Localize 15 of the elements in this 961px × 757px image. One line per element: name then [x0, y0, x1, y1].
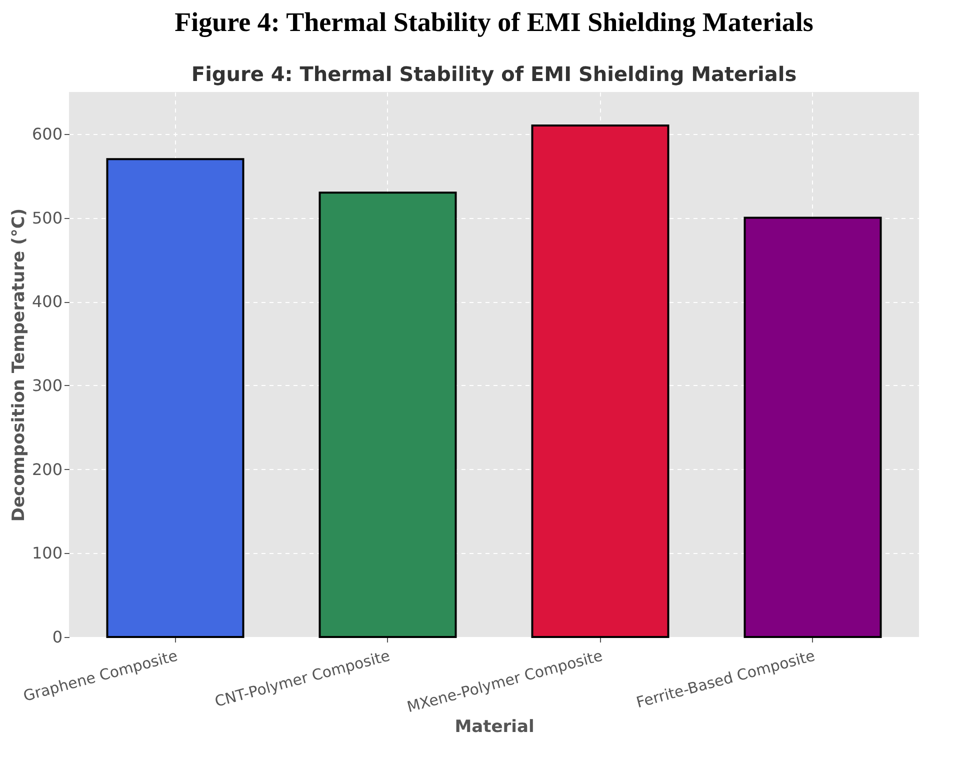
- x-axis-title: Material: [454, 717, 534, 738]
- bar: [106, 158, 244, 638]
- y-tick-label: 600: [32, 124, 62, 144]
- y-axis-title: Decomposition Temperature (°C): [8, 208, 29, 522]
- y-tick-label: 400: [32, 292, 62, 312]
- y-tick-label: 200: [32, 460, 62, 479]
- y-tick-label: 500: [32, 208, 62, 228]
- bar: [744, 216, 882, 638]
- bar: [531, 124, 670, 638]
- y-tick-label: 0: [52, 628, 62, 646]
- chart-subtitle: Figure 4: Thermal Stability of EMI Shielding Materials: [191, 62, 797, 86]
- y-tick-label: 300: [32, 376, 62, 395]
- bar: [318, 192, 457, 638]
- y-tick-label: 100: [32, 544, 62, 563]
- chart-title: Figure 4: Thermal Stability of EMI Shielding Materials: [174, 7, 814, 37]
